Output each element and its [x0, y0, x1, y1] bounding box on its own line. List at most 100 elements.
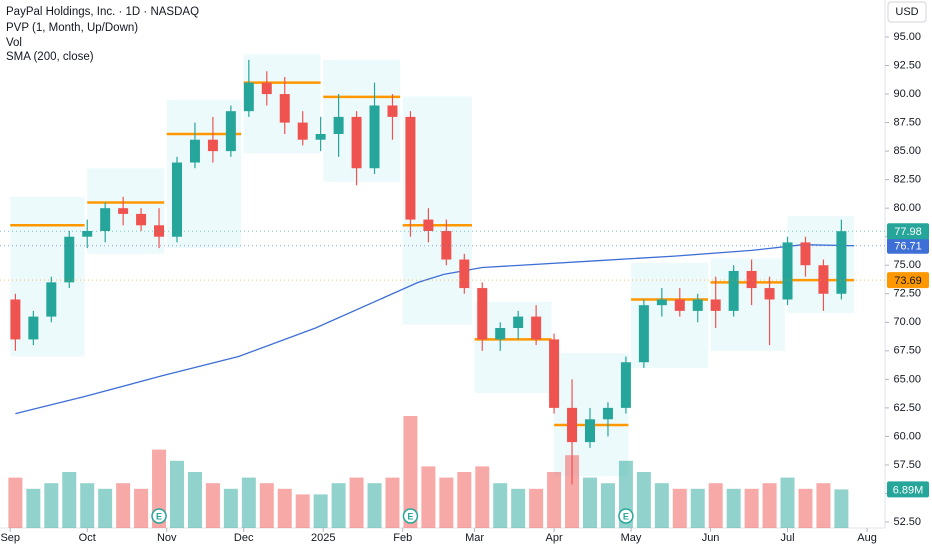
candle-body: [172, 162, 182, 237]
volume-bar: [636, 472, 651, 528]
y-tick-label: 70.00: [893, 316, 921, 328]
y-tick-label: 75.00: [893, 259, 921, 271]
y-tick-label: 80.00: [893, 202, 921, 214]
candle-body: [225, 111, 236, 152]
volume-bar: [26, 488, 41, 528]
candle-body: [261, 82, 272, 95]
x-tick-label: Apr: [546, 532, 563, 544]
x-tick-label: 2025: [311, 532, 335, 544]
earnings-label: E: [623, 511, 629, 521]
earnings-marker: [618, 508, 634, 524]
volume-bar: [744, 488, 759, 528]
candle-body: [602, 407, 613, 420]
volume-bar: [600, 483, 615, 528]
candle-body: [531, 316, 542, 340]
volume-bar: [116, 483, 131, 528]
candle-body: [567, 407, 578, 443]
volume-tag: [887, 481, 929, 498]
volume-bar: [80, 483, 95, 528]
x-tick-label: Nov: [157, 532, 177, 544]
volume-tag-label: 6.89M: [893, 484, 924, 496]
candle-body: [656, 299, 667, 306]
earnings-label: E: [156, 511, 162, 521]
y-tick-label: 65.00: [893, 373, 921, 385]
candle-body: [315, 134, 326, 140]
candle-body: [513, 316, 524, 328]
volume-bar: [349, 477, 364, 528]
y-tick-label: 62.50: [893, 402, 921, 414]
y-tick-label: 90.00: [893, 88, 921, 100]
candle-body: [585, 419, 595, 443]
candle-body: [243, 82, 254, 112]
volume-bar: [493, 483, 508, 528]
volume-bar: [170, 460, 184, 528]
x-tick-label: Aug: [857, 532, 877, 544]
x-tick-label: Dec: [234, 532, 254, 544]
y-tick-label: 95.00: [893, 31, 921, 43]
candle-body: [800, 242, 811, 266]
volume-bar: [385, 477, 400, 528]
volume-bar: [367, 483, 382, 528]
volume-bar: [708, 483, 723, 528]
price-tag-label: 76.71: [894, 241, 922, 253]
candle-body: [495, 328, 506, 340]
candle-body: [620, 362, 631, 408]
volume-bar: [511, 488, 526, 528]
volume-bar: [44, 483, 59, 528]
candle-body: [369, 105, 380, 169]
currency[interactable]: USD: [895, 6, 918, 18]
x-tick-label: Jul: [780, 532, 794, 544]
volume-bar: [259, 483, 274, 528]
volume-bar: [331, 483, 346, 528]
sma-line: [15, 244, 855, 415]
price-tag: [887, 237, 929, 254]
candle-body: [118, 208, 129, 214]
volume-bar: [421, 466, 436, 528]
volume-bar: [547, 472, 562, 528]
currency-box[interactable]: [887, 1, 927, 23]
x-tick-label: Feb: [393, 532, 412, 544]
candle-body: [549, 339, 560, 408]
y-tick-label: 87.50: [893, 116, 921, 128]
candle-body: [154, 225, 165, 237]
candle-body: [297, 122, 308, 140]
candle-body: [818, 265, 829, 294]
y-tick-label: 57.50: [893, 459, 921, 471]
indicator-label: PVP (1, Month, Up/Down): [6, 22, 138, 34]
volume-bar: [439, 477, 454, 528]
indicator-label: Vol: [6, 37, 22, 49]
candle-body: [82, 231, 93, 237]
candle-body: [477, 288, 488, 340]
y-tick-label: 82.50: [893, 174, 921, 186]
candle-body: [405, 116, 416, 220]
volume-bar: [672, 488, 687, 528]
price-tag-label: 77.98: [894, 226, 922, 238]
volume-bar: [8, 477, 23, 528]
volume-bar: [241, 477, 256, 528]
earnings-label: E: [407, 511, 413, 521]
candle-body: [728, 270, 739, 311]
candle-body: [46, 282, 57, 317]
candle-body: [279, 94, 290, 123]
candle-body: [136, 213, 147, 226]
volume-bar: [98, 488, 113, 528]
volume-bar: [187, 472, 202, 528]
x-tick-label: Mar: [465, 532, 484, 544]
volume-bar: [205, 483, 220, 528]
candle-body: [10, 299, 21, 340]
volume-bar: [762, 483, 777, 528]
x-tick-label: Sep: [0, 532, 20, 544]
earnings-marker: [151, 508, 167, 524]
candle-body: [836, 231, 847, 294]
candle-body: [28, 316, 39, 340]
volume-bar: [475, 466, 490, 528]
earnings-marker: [402, 508, 419, 524]
candle-body: [746, 270, 757, 289]
y-tick-label: 85.00: [893, 145, 921, 157]
volume-bar: [223, 488, 238, 528]
candle-body: [351, 116, 362, 169]
volume-bar: [565, 455, 580, 528]
x-tick-label: May: [621, 532, 642, 544]
volume-bar: [690, 488, 705, 528]
